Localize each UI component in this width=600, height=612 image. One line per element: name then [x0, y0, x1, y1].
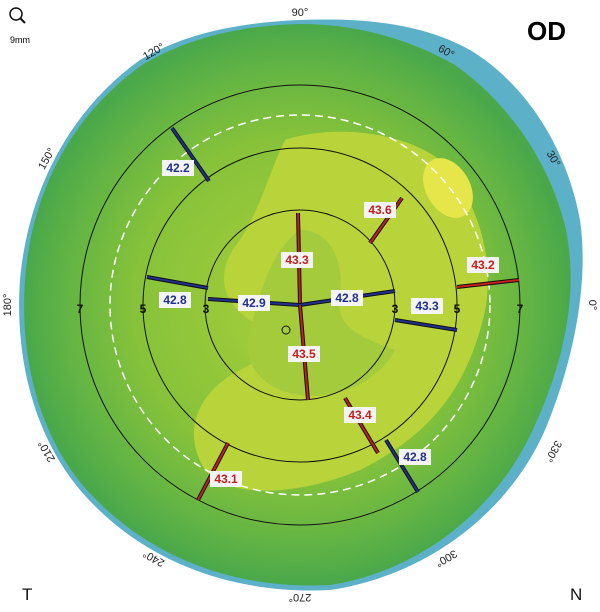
reading-box — [467, 257, 499, 273]
reading-value: 42.2 — [166, 161, 190, 175]
eye-label: OD — [527, 16, 566, 46]
angle-label: 90° — [292, 7, 309, 19]
reading-box — [399, 449, 431, 465]
reading-box — [159, 292, 191, 308]
angle-label: 330° — [542, 438, 564, 464]
reading-box — [331, 290, 363, 306]
reading-value: 43.1 — [214, 472, 238, 486]
reading-box — [364, 202, 396, 218]
reading-value: 42.8 — [163, 293, 187, 307]
reading-value: 43.4 — [348, 408, 372, 422]
angle-label: 180° — [2, 294, 14, 317]
reading-value: 43.3 — [285, 253, 309, 267]
ring-label: 5 — [454, 302, 461, 316]
reading-value: 42.9 — [242, 296, 266, 310]
meridian-segment — [456, 279, 520, 288]
reading-box — [238, 295, 270, 311]
nasal-label: N — [570, 585, 582, 604]
reading-box — [281, 252, 313, 268]
reading-box — [411, 298, 443, 314]
ring-label: 3 — [203, 302, 210, 316]
ring-3 — [204, 209, 396, 401]
pupil-center — [281, 325, 291, 335]
ring-label: 5 — [140, 302, 147, 316]
reading-box — [162, 160, 194, 176]
temporal-label: T — [22, 585, 32, 604]
reading-box — [210, 471, 242, 487]
reading-value: 43.5 — [292, 347, 316, 361]
ring-7 — [79, 84, 521, 526]
ring-label: 7 — [517, 302, 524, 316]
scale-label: 9mm — [10, 35, 30, 45]
meridian-segment — [171, 127, 210, 182]
meridian-segment — [369, 197, 403, 244]
meridian-segment — [146, 276, 209, 289]
zoom-icon — [9, 7, 26, 24]
reading-value: 42.8 — [403, 450, 427, 464]
meridian-segment — [394, 319, 458, 331]
reading-box — [344, 407, 376, 423]
ring-5 — [142, 147, 458, 463]
rings — [79, 84, 521, 526]
reading-value: 43.2 — [471, 258, 495, 272]
angle-label: 0° — [586, 300, 598, 311]
angle-label: 270° — [289, 591, 312, 603]
reading-box — [288, 346, 320, 362]
reading-value: 42.8 — [335, 291, 359, 305]
reading-value: 43.6 — [368, 203, 392, 217]
reading-value: 43.3 — [415, 299, 439, 313]
meridian-segment — [385, 439, 419, 493]
ring-label: 3 — [392, 302, 399, 316]
ring-label: 7 — [77, 302, 84, 316]
dashed-ring — [109, 114, 491, 496]
